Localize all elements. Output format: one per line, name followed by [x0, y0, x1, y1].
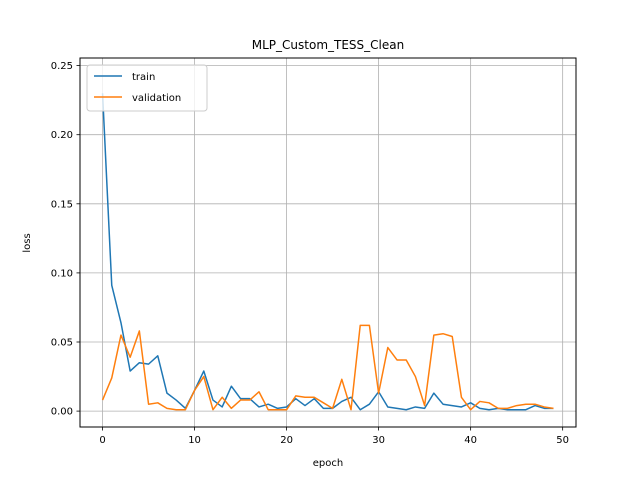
- x-axis-label: epoch: [313, 458, 343, 469]
- x-tick-label: 20: [280, 435, 293, 446]
- x-tick-label: 50: [556, 435, 569, 446]
- legend-label-validation: validation: [132, 93, 181, 104]
- y-tick-label: 0.00: [51, 407, 73, 418]
- chart-title: MLP_Custom_TESS_Clean: [252, 38, 404, 52]
- x-tick-label: 40: [464, 435, 477, 446]
- y-tick-label: 0.20: [51, 130, 73, 141]
- x-tick-label: 10: [188, 435, 201, 446]
- y-tick-label: 0.15: [51, 199, 73, 210]
- x-tick-label: 0: [99, 435, 105, 446]
- y-axis-label: loss: [22, 233, 33, 252]
- plot-frame: [79, 57, 577, 428]
- series-line-train: [101, 93, 554, 411]
- legend-label-train: train: [132, 72, 155, 83]
- grid-lines: [80, 58, 576, 427]
- x-tick-label: 30: [372, 435, 385, 446]
- y-tick-label: 0.10: [51, 268, 73, 279]
- y-tick-label: 0.25: [51, 61, 73, 72]
- axis-ticks: 0 10 20 30 40 50 0.00 0.05 0.10 0.15 0.20 0.25: [51, 61, 569, 446]
- y-tick-label: 0.05: [51, 338, 73, 349]
- legend: train validation: [86, 64, 208, 112]
- series-line-validation: [101, 324, 554, 411]
- series-lines: [101, 93, 554, 411]
